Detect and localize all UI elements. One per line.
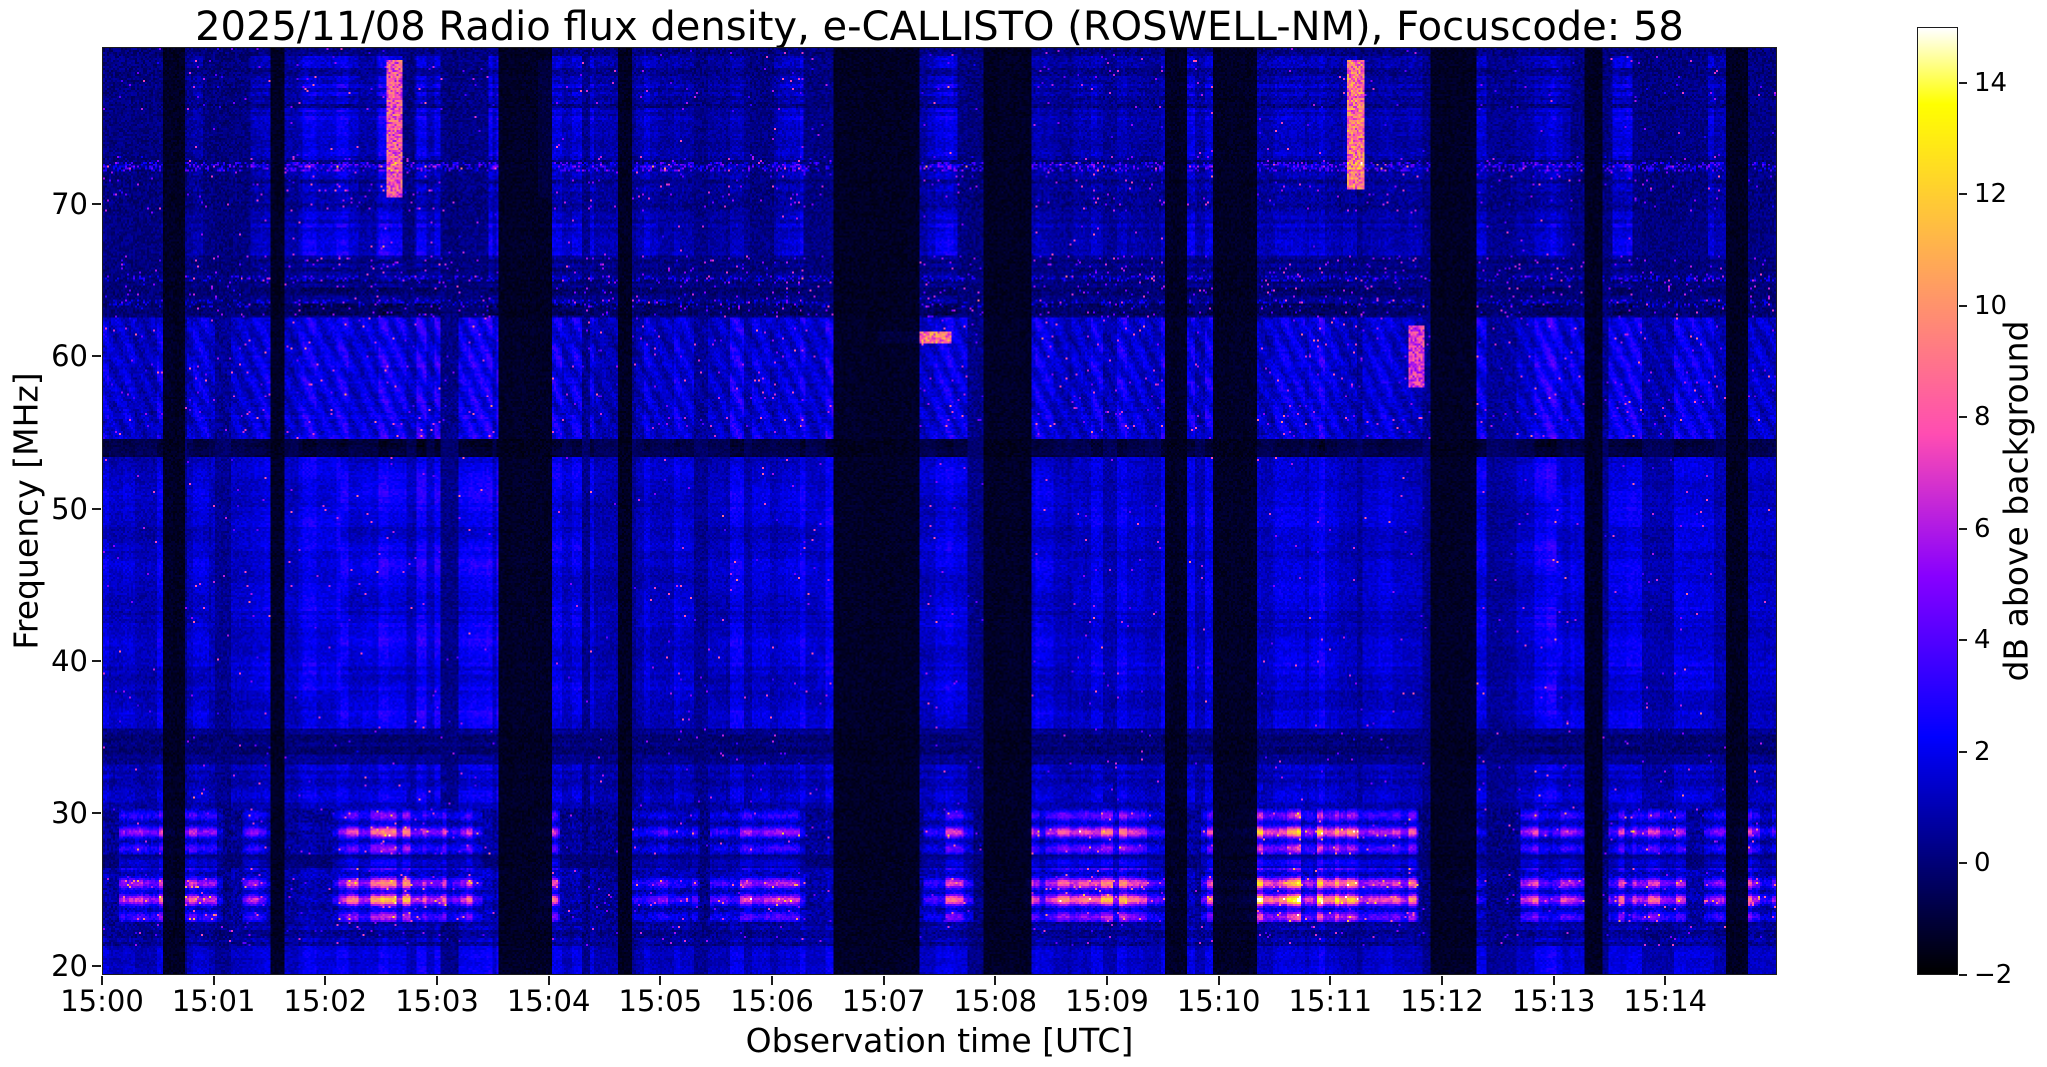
chart-title: 2025/11/08 Radio flux density, e-CALLIST… xyxy=(195,4,1684,50)
x-tick-label: 15:04 xyxy=(506,984,591,1018)
colorbar-tick-mark xyxy=(1959,81,1967,84)
y-tick-mark xyxy=(92,812,101,815)
x-tick-label: 15:02 xyxy=(283,984,368,1018)
x-tick-label: 15:06 xyxy=(730,984,814,1018)
x-tick-label: 15:11 xyxy=(1288,984,1373,1018)
y-tick-label: 20 xyxy=(51,948,88,983)
x-tick-mark xyxy=(1664,976,1667,985)
colorbar-tick-mark xyxy=(1959,974,1967,976)
colorbar-tick-label: 4 xyxy=(1974,625,1991,656)
y-tick-mark xyxy=(92,964,101,967)
spectrogram-heatmap xyxy=(103,48,1776,974)
x-tick-mark xyxy=(1217,976,1220,985)
y-tick-mark xyxy=(92,660,101,663)
y-axis-label: Frequency [MHz] xyxy=(6,372,46,650)
x-tick-label: 15:14 xyxy=(1623,984,1708,1018)
x-tick-label: 15:13 xyxy=(1511,984,1596,1018)
y-tick-label: 60 xyxy=(51,339,88,374)
x-tick-mark xyxy=(1106,976,1108,985)
colorbar-tick-label: −2 xyxy=(1974,960,2013,990)
colorbar-tick-label: 12 xyxy=(1974,179,2008,210)
colorbar-tick-mark xyxy=(1959,416,1967,419)
x-tick-label: 15:10 xyxy=(1176,984,1261,1018)
colorbar-tick-mark xyxy=(1959,862,1967,865)
x-tick-label: 15:01 xyxy=(171,984,256,1018)
x-axis-label: Observation time [UTC] xyxy=(745,1021,1134,1060)
y-tick-label: 30 xyxy=(51,796,88,831)
y-tick-label: 50 xyxy=(51,491,88,526)
colorbar-tick-label: 8 xyxy=(1974,402,1991,433)
colorbar-tick-mark xyxy=(1959,750,1967,753)
colorbar-tick-mark xyxy=(1959,304,1967,307)
y-tick-label: 70 xyxy=(51,186,88,221)
colorbar-tick-label: 10 xyxy=(1974,290,2008,321)
x-tick-label: 15:03 xyxy=(395,984,479,1018)
colorbar xyxy=(1917,27,1958,975)
x-tick-label: 15:09 xyxy=(1065,984,1149,1018)
colorbar-label: dB above background xyxy=(1996,320,2036,682)
x-tick-mark xyxy=(101,976,103,985)
x-tick-label: 15:12 xyxy=(1400,984,1484,1018)
x-tick-mark xyxy=(436,976,438,985)
y-tick-label: 40 xyxy=(51,644,88,679)
x-tick-mark xyxy=(882,976,885,985)
x-tick-label: 15:07 xyxy=(841,984,926,1018)
colorbar-tick-mark xyxy=(1959,639,1967,642)
colorbar-tick-label: 2 xyxy=(1974,736,1991,767)
x-tick-mark xyxy=(324,976,327,985)
x-tick-mark xyxy=(659,976,662,985)
y-tick-mark xyxy=(92,507,101,510)
colorbar-tick-mark xyxy=(1959,527,1967,530)
x-tick-mark xyxy=(1329,976,1332,985)
x-tick-mark xyxy=(1552,976,1555,985)
y-tick-mark xyxy=(92,355,101,358)
y-tick-mark xyxy=(92,202,101,205)
x-tick-mark xyxy=(1441,976,1443,985)
x-tick-mark xyxy=(994,976,997,985)
colorbar-gradient xyxy=(1918,28,1957,974)
x-tick-mark xyxy=(212,976,215,985)
x-tick-label: 15:00 xyxy=(60,984,144,1018)
x-tick-label: 15:08 xyxy=(953,984,1038,1018)
colorbar-tick-label: 6 xyxy=(1974,513,1991,544)
colorbar-tick-label: 0 xyxy=(1974,848,1991,879)
x-tick-mark xyxy=(771,976,773,985)
x-tick-mark xyxy=(547,976,550,985)
x-tick-label: 15:05 xyxy=(618,984,703,1018)
plot-area xyxy=(102,47,1777,975)
colorbar-tick-mark xyxy=(1959,193,1967,196)
colorbar-tick-label: 14 xyxy=(1974,67,2008,98)
